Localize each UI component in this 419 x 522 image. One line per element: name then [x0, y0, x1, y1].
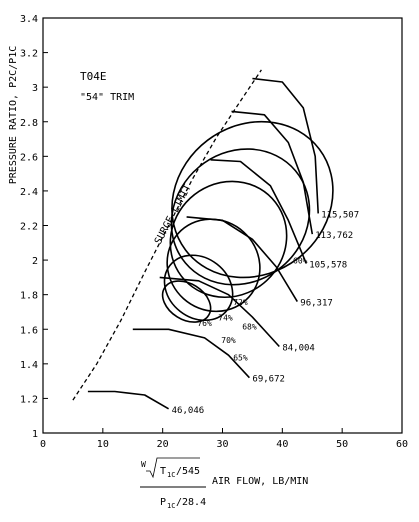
y-tick-label: 2.6 — [20, 152, 38, 163]
surge-limit-line — [72, 69, 262, 401]
formula-denominator-sub: 1C — [167, 502, 175, 510]
speed-line-96317 — [186, 216, 298, 303]
speed-line-label: 69,672 — [252, 375, 285, 385]
speed-line-label: 96,317 — [300, 299, 333, 309]
y-tick-label: 3 — [32, 83, 38, 94]
speed-line-label: 113,762 — [315, 231, 353, 241]
x-tick-label: 30 — [216, 439, 228, 450]
speed-line-69672 — [132, 328, 250, 379]
y-tick-label: 2.8 — [20, 118, 38, 129]
data-labels: 46,046 69,672 84,004 96,317 105,578 113,762 11… — [172, 210, 360, 415]
formula-numerator-sub: 1C — [167, 471, 175, 479]
y-tick-label: 1 — [32, 429, 38, 440]
speed-line-115507 — [252, 77, 319, 214]
efficiency-label: 72% — [233, 298, 248, 307]
efficiency-label: 68% — [242, 322, 257, 331]
speed-line-46046 — [87, 390, 170, 410]
x-tick-label: 60 — [396, 439, 408, 450]
formula-denominator-post: /28.4 — [176, 497, 206, 508]
y-tick-label: 2 — [32, 256, 38, 267]
axis-ticks: 0 10 20 30 40 50 60 1 1.2 1.4 1.6 1.8 2 2.2 2.4 2.6 2.8 3… — [20, 14, 408, 450]
x-axis-label: AIR FLOW, LB/MIN — [212, 476, 308, 487]
x-tick-label: 50 — [336, 439, 348, 450]
efficiency-label: 65% — [233, 353, 248, 362]
formula-numerator-t: T — [160, 466, 166, 477]
speed-line-84004 — [159, 276, 280, 348]
chart-subtitle: "54" TRIM — [80, 92, 134, 103]
efficiency-label: 74% — [218, 314, 233, 323]
y-axis-label: PRESSURE RATIO, P2C/P1C — [8, 46, 19, 184]
y-tick-label: 3.2 — [20, 49, 38, 60]
formula-numerator-w: W — [141, 460, 146, 469]
speed-line-113762 — [231, 110, 314, 235]
speed-line-label: 84,004 — [282, 344, 315, 354]
x-tick-label: 10 — [97, 439, 109, 450]
x-tick-label: 20 — [157, 439, 169, 450]
efficiency-island-60 — [171, 120, 334, 279]
y-tick-label: 3.4 — [20, 14, 38, 25]
x-tick-label: 40 — [276, 439, 288, 450]
speed-lines — [87, 77, 319, 410]
y-tick-label: 2.4 — [20, 187, 38, 198]
speed-line-label: 105,578 — [309, 261, 347, 271]
speed-line-105578 — [210, 159, 308, 264]
x-tick-label: 0 — [40, 439, 46, 450]
x-axis-formula: W T 1C /545 P 1C /28.4 — [140, 457, 206, 510]
speed-line-label: 115,507 — [321, 210, 359, 220]
efficiency-label: 60% — [293, 257, 308, 266]
y-tick-label: 1.2 — [20, 394, 38, 405]
sqrt-sign — [146, 457, 200, 479]
chart-title: T04E — [80, 70, 107, 83]
efficiency-label: 76% — [197, 319, 212, 328]
surge-limit — [72, 69, 262, 401]
formula-numerator-post: /545 — [176, 466, 200, 477]
efficiency-island-65 — [170, 148, 311, 286]
efficiency-label: 70% — [221, 336, 236, 345]
speed-line-label: 46,046 — [172, 406, 205, 416]
y-tick-label: 1.8 — [20, 291, 38, 302]
y-tick-label: 2.2 — [20, 222, 38, 233]
formula-denominator-p: P — [160, 497, 166, 508]
efficiency-island-72 — [166, 218, 261, 313]
y-tick-label: 1.6 — [20, 325, 38, 336]
y-tick-label: 1.4 — [20, 360, 38, 371]
